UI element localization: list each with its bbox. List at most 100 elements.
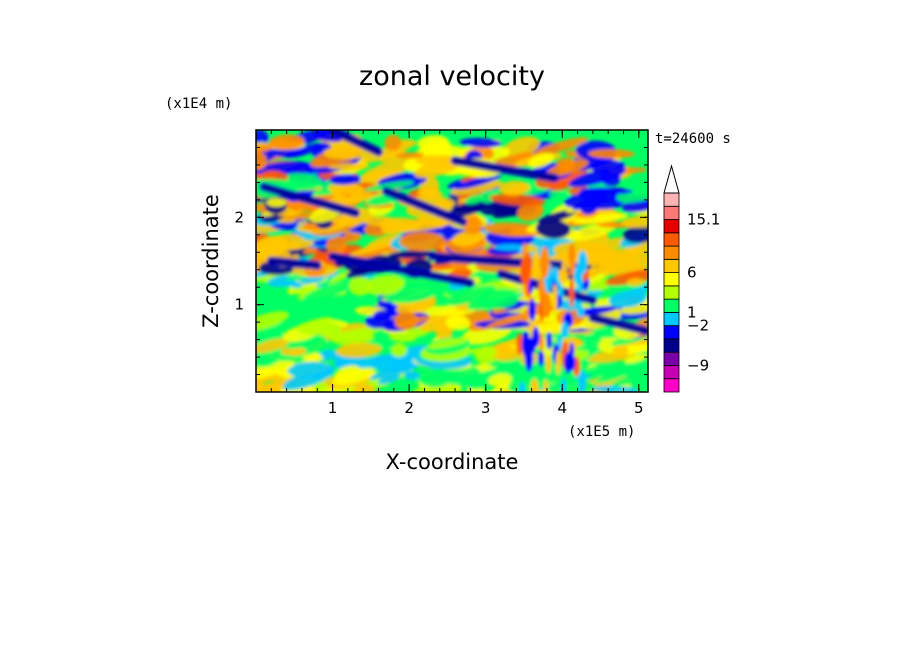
field-blob [335, 342, 382, 358]
field-blob [483, 222, 544, 237]
field-blob [527, 152, 555, 168]
field-blob [387, 250, 437, 259]
x-axis-ticks: 1 2 3 4 5 [270, 130, 644, 417]
field-blob [568, 243, 576, 266]
field-blob [563, 397, 599, 419]
x-tick-label: 5 [634, 399, 644, 417]
field-blob [526, 337, 536, 355]
colorbar-segment [663, 258, 680, 274]
x-tick-label: 2 [404, 399, 414, 417]
colorbar: 15.1 6 1−2 −9 [663, 164, 720, 393]
field-blob [417, 188, 443, 200]
field-blob [537, 350, 545, 367]
field-streak [261, 184, 358, 215]
field-blob [578, 272, 583, 292]
colorbar-segment [663, 232, 680, 247]
field-blob [535, 219, 571, 239]
field-blob [552, 283, 558, 314]
colorbar-segment [663, 219, 680, 234]
field-blob [599, 260, 618, 276]
field-blob [625, 247, 643, 257]
field-blob [626, 278, 645, 287]
field-blob [568, 166, 626, 188]
field-blob [620, 336, 648, 346]
field-blob [372, 310, 391, 321]
field-blob [351, 355, 388, 371]
field-blob [530, 378, 539, 392]
colorbar-segment [663, 311, 680, 327]
colorbar-label: 15.1 [687, 211, 720, 229]
field-blob [469, 347, 498, 357]
field-blob [326, 235, 347, 255]
x-tick-label: 1 [328, 399, 338, 417]
field-blob [592, 386, 638, 392]
field-blob [390, 342, 408, 358]
field-blob [399, 231, 446, 252]
colorbar-segment [663, 378, 680, 393]
field-blob [377, 374, 401, 385]
field-blob [594, 370, 631, 384]
field-blob [557, 335, 563, 350]
field-blob [327, 163, 371, 170]
field-blob [623, 354, 648, 364]
colorbar-label: −2 [687, 317, 709, 335]
time-label: t=24600 s [655, 131, 731, 147]
field-blob [553, 241, 611, 260]
field-blob [256, 350, 281, 368]
colorbar-segment [663, 205, 680, 220]
field-blob [493, 244, 527, 251]
field-blob [456, 389, 503, 415]
field-blob [364, 180, 414, 192]
field-blob [446, 285, 496, 306]
field-blob [548, 190, 571, 198]
field-blob [566, 353, 576, 372]
field-blob [365, 275, 405, 296]
field-blob [569, 277, 575, 308]
field-blob [528, 279, 534, 294]
colorbar-segment [663, 325, 680, 340]
field-blob [561, 321, 569, 338]
field-blob [395, 152, 425, 159]
field-blob [361, 395, 411, 413]
field-blob [256, 338, 290, 354]
colorbar-label: 6 [687, 264, 697, 282]
field-blob [539, 332, 544, 352]
field-blob [329, 173, 361, 185]
field-blob [268, 134, 305, 150]
field-blob [256, 143, 274, 154]
y-axis-ticks: 12 [234, 146, 648, 376]
x-scale-label: (x1E5 m) [568, 424, 635, 440]
x-tick-label: 3 [481, 399, 491, 417]
field-blob [578, 369, 586, 392]
field-blob [342, 232, 362, 243]
field-blob [384, 134, 402, 151]
field-blob [499, 397, 529, 419]
field-blob [622, 225, 648, 243]
field-blob [378, 150, 406, 163]
field-blob [379, 217, 421, 234]
field-blob [486, 312, 532, 328]
colorbar-segment [663, 351, 680, 366]
field-blob [528, 299, 536, 322]
field-blob [595, 402, 623, 421]
field-blob [576, 305, 585, 318]
field-streak [384, 189, 465, 224]
field-blob [369, 361, 422, 380]
field-blob [422, 396, 453, 409]
field-streak [330, 254, 473, 285]
field-blob [291, 392, 351, 411]
field-blob [445, 315, 471, 331]
field-blob [257, 322, 283, 333]
field-blob [498, 180, 530, 196]
field-blob [450, 180, 503, 196]
field-blob [542, 292, 552, 319]
field-blob [418, 368, 454, 388]
field-blob [464, 194, 485, 205]
field-blob [525, 252, 532, 280]
field-blob [427, 337, 470, 349]
field-blob [519, 381, 526, 392]
field-blob [328, 183, 365, 195]
field-blob [256, 311, 290, 332]
field-streak [269, 259, 320, 268]
